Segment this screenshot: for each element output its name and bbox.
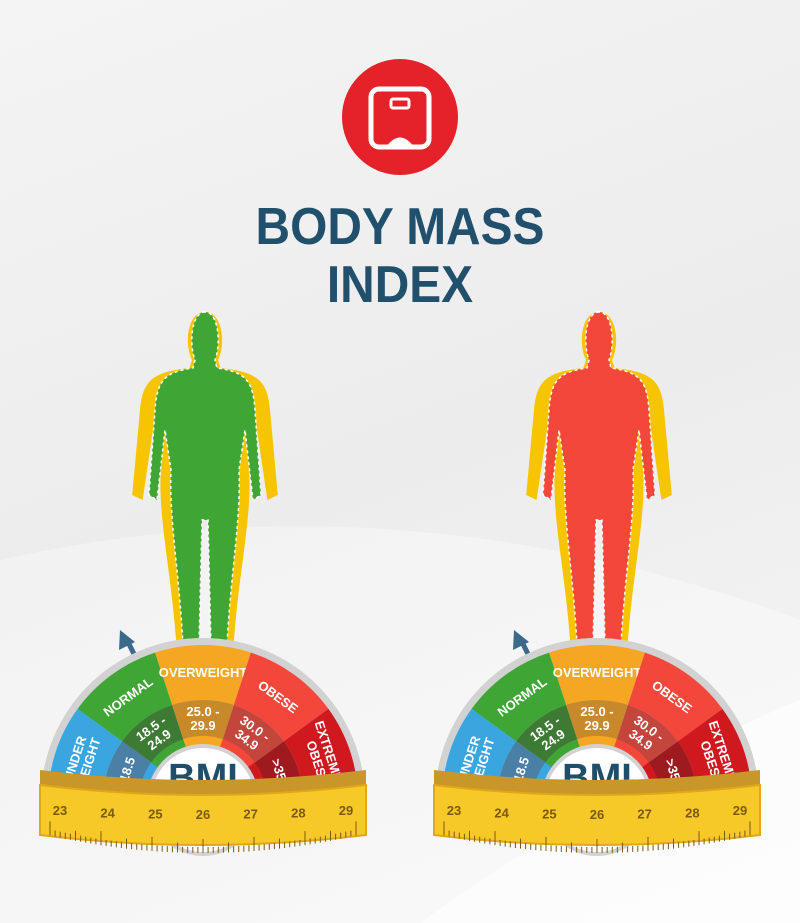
tape-number: 24 (100, 805, 115, 820)
tape-number: 23 (447, 803, 461, 818)
tape-number: 27 (637, 807, 651, 822)
tape-number: 26 (590, 807, 604, 822)
tape-number: 23 (53, 803, 67, 818)
tape-number: 29 (733, 803, 747, 818)
tape-number: 25 (148, 807, 162, 822)
tape-number: 29 (339, 803, 353, 818)
segment-label: OVERWEIGHT (159, 665, 248, 680)
segment-label: OVERWEIGHT (553, 665, 642, 680)
measuring-tape: 23 24 25 26 27 28 29 (39, 770, 367, 853)
page-title: BODY MASS INDEX (32, 198, 768, 314)
tape-number: 27 (243, 807, 257, 822)
tape-number: 25 (542, 807, 556, 822)
tape-number: 24 (494, 805, 509, 820)
segment-range: 25.0 -29.9 (186, 704, 219, 733)
tape-number: 28 (291, 805, 305, 820)
segment-range: 25.0 -29.9 (580, 704, 613, 733)
figure-silhouette (148, 311, 262, 646)
title-line-1: BODY MASS (255, 198, 545, 256)
tape-number: 28 (685, 805, 699, 820)
tape-number: 26 (196, 807, 210, 822)
measuring-tape: 23 24 25 26 27 28 29 (433, 770, 761, 853)
scale-icon-badge (342, 59, 458, 175)
title-line-2: INDEX (326, 256, 474, 314)
figure-silhouette (542, 311, 656, 646)
